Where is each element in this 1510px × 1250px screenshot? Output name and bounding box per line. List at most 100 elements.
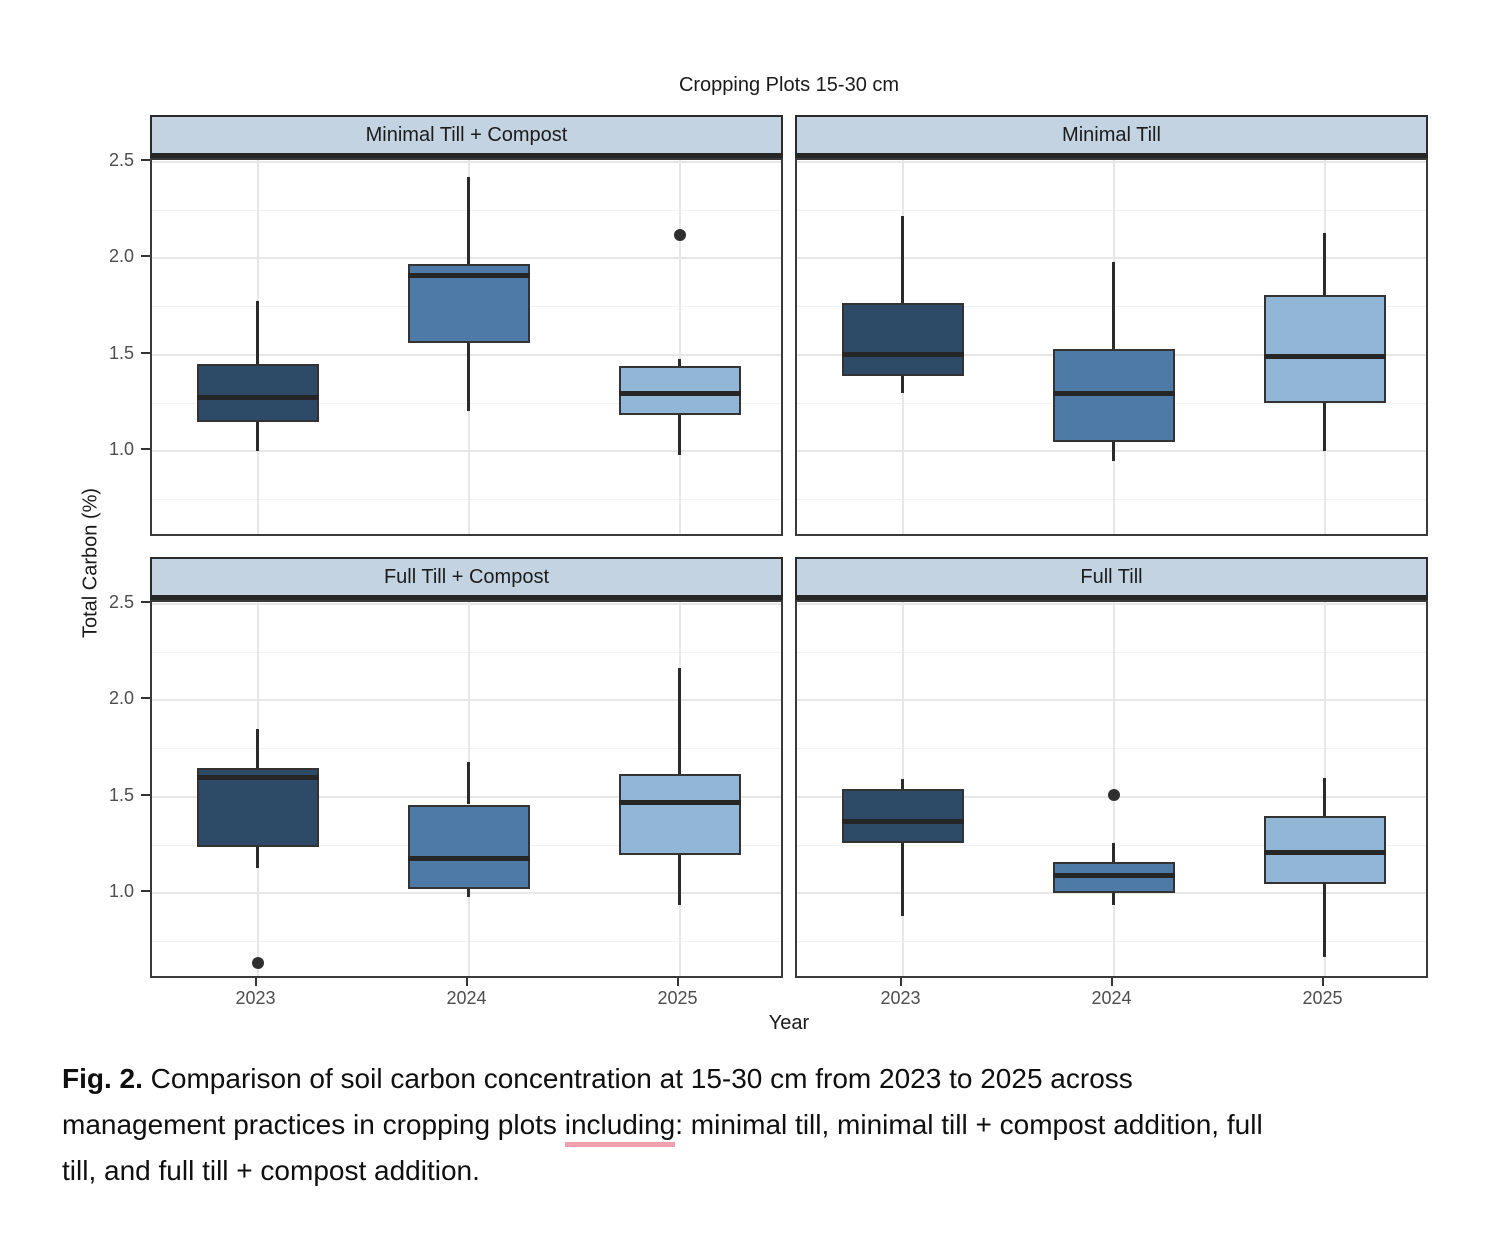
whisker-lower <box>467 343 470 411</box>
facet-panel-top-left <box>150 158 783 536</box>
caption-fig-label: Fig. 2. <box>62 1063 143 1094</box>
outlier-point <box>1107 788 1120 801</box>
gridline-minor <box>152 498 781 500</box>
median-line <box>196 775 319 780</box>
y-tick-mark <box>141 351 150 354</box>
whisker-lower <box>901 843 904 917</box>
gridline-major <box>797 699 1426 702</box>
y-tick-mark <box>141 600 150 603</box>
median-line <box>196 394 319 400</box>
gridline-minor <box>797 844 1426 846</box>
caption-text: : minimal till, minimal till + compost a… <box>675 1109 1263 1140</box>
x-tick-mark <box>254 978 257 986</box>
whisker-upper <box>1112 843 1115 863</box>
whisker-lower <box>1323 883 1326 957</box>
whisker-upper <box>678 358 681 367</box>
whisker-upper <box>901 215 904 303</box>
facet-strip-label: Full Till + Compost <box>383 565 550 588</box>
x-tick-label: 2025 <box>657 988 698 1008</box>
median-line <box>1052 873 1175 879</box>
y-tick-label: 2.0 <box>108 246 134 267</box>
caption-line-3: till, and full till + compost addition. <box>62 1148 1462 1194</box>
x-tick-label: 2024 <box>446 988 487 1008</box>
gridline-vertical <box>678 160 681 534</box>
facet-panel-bottom-left <box>150 600 783 978</box>
y-tick-label: 2.5 <box>108 591 134 612</box>
facet-panel-bottom-right <box>795 600 1428 978</box>
gridline-major <box>152 892 781 895</box>
whisker-lower <box>1112 893 1115 905</box>
x-tick-label: 2023 <box>880 988 921 1008</box>
y-tick-mark <box>141 793 150 796</box>
whisker-lower <box>678 854 681 905</box>
box-2023 <box>841 302 964 376</box>
gridline-major <box>797 892 1426 895</box>
x-tick-mark <box>899 978 902 986</box>
box-2023 <box>841 789 964 844</box>
box-2025 <box>618 366 741 415</box>
median-line <box>618 390 741 396</box>
x-tick-mark <box>1110 978 1113 986</box>
whisker-lower <box>1323 403 1326 452</box>
gridline-minor <box>797 940 1426 942</box>
box-2024 <box>407 804 530 890</box>
y-tick-mark <box>141 448 150 451</box>
gridline-major <box>152 602 781 605</box>
whisker-upper <box>256 729 259 768</box>
caption-underlined-word: including <box>564 1109 676 1147</box>
whisker-lower <box>467 889 470 898</box>
whisker-upper <box>1323 233 1326 295</box>
caption-line-2: management practices in cropping plots i… <box>62 1102 1462 1148</box>
gridline-minor <box>797 498 1426 500</box>
facet-strip-label: Full Till <box>1080 565 1143 588</box>
figure-caption: Fig. 2. Comparison of soil carbon concen… <box>62 1056 1462 1194</box>
gridline-minor <box>152 402 781 404</box>
whisker-lower <box>678 414 681 456</box>
x-tick-label: 2024 <box>1091 988 1132 1008</box>
box-2023 <box>196 364 319 423</box>
gridline-minor <box>152 651 781 653</box>
facet-strip-label: Minimal Till + Compost <box>365 123 568 146</box>
gridline-minor <box>797 209 1426 211</box>
facet-strip-top-right: Minimal Till <box>795 115 1428 158</box>
gridline-major <box>152 257 781 260</box>
gridline-minor <box>797 306 1426 308</box>
x-tick-mark <box>676 978 679 986</box>
chart-title: Cropping Plots 15-30 cm <box>678 74 900 96</box>
gridline-major <box>152 353 781 356</box>
x-tick-mark <box>1321 978 1324 986</box>
whisker-lower <box>901 376 904 394</box>
median-line <box>407 856 530 861</box>
whisker-upper <box>467 762 470 805</box>
gridline-minor <box>797 651 1426 653</box>
whisker-lower <box>256 846 259 869</box>
gridline-minor <box>797 748 1426 750</box>
gridline-major <box>797 602 1426 605</box>
median-line <box>841 352 964 358</box>
facet-strip-bottom-right: Full Till <box>795 557 1428 600</box>
box-2023 <box>196 767 319 847</box>
whisker-lower <box>1112 441 1115 461</box>
gridline-major <box>152 160 781 163</box>
x-tick-label: 2023 <box>235 988 276 1008</box>
median-line <box>1263 850 1386 856</box>
median-line <box>1263 354 1386 360</box>
whisker-upper <box>256 300 259 365</box>
median-line <box>618 800 741 806</box>
facet-panel-top-right <box>795 158 1428 536</box>
whisker-upper <box>1323 777 1326 817</box>
y-tick-label: 1.5 <box>108 342 134 363</box>
caption-text: management practices in cropping plots <box>62 1109 565 1140</box>
caption-line-1: Fig. 2. Comparison of soil carbon concen… <box>62 1056 1462 1102</box>
caption-text: Comparison of soil carbon concentration … <box>142 1063 1133 1094</box>
gridline-minor <box>152 209 781 211</box>
box-2025 <box>1263 816 1386 884</box>
box-2025 <box>618 773 741 855</box>
whisker-lower <box>256 422 259 452</box>
box-2025 <box>1263 295 1386 403</box>
gridline-major <box>152 699 781 702</box>
outlier-point <box>251 956 264 969</box>
whisker-upper <box>678 667 681 774</box>
x-axis-title: Year <box>768 1012 810 1034</box>
